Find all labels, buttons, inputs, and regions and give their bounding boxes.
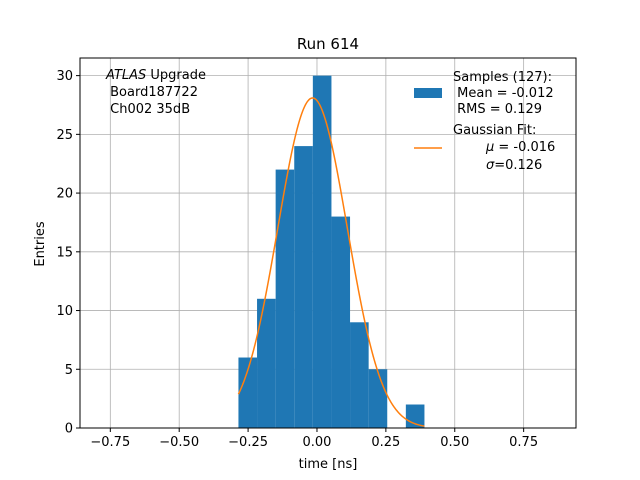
legend-mean-line: Mean = -0.012 — [453, 86, 554, 101]
x-tick-label-3: 0.00 — [303, 435, 332, 450]
board-label: Board187722 — [106, 85, 198, 100]
svg-text:μ = -0.016: μ = -0.016 — [457, 140, 576, 155]
experiment-suffix: Upgrade — [146, 68, 206, 83]
histogram-bar-6 — [350, 322, 369, 428]
x-tick-label-5: 0.50 — [440, 435, 469, 450]
x-tick-label-2: −0.25 — [228, 435, 268, 450]
legend-sigma-value: =0.126 — [494, 158, 542, 173]
y-tick-label-2: 10 — [56, 304, 73, 319]
y-tick-label-4: 20 — [56, 187, 73, 202]
gaussian-fit-curve — [237, 97, 425, 427]
svg-text:σ=0.126: σ=0.126 — [457, 158, 563, 173]
y-tick-label-3: 15 — [56, 245, 73, 260]
y-axis-label: Entries — [33, 221, 48, 267]
histogram-bar-4 — [312, 75, 332, 428]
y-tick-label-5: 25 — [56, 128, 73, 143]
legend-samples-line: Samples (127): — [453, 70, 552, 85]
x-tick-label-6: 0.75 — [509, 435, 538, 450]
svg-text:ATLAS Upgrade: ATLAS Upgrade — [105, 68, 206, 83]
x-axis-ticks: −0.75 −0.50 −0.25 0.00 0.25 0.50 0.75 — [90, 428, 538, 450]
histogram-bar-2 — [275, 169, 295, 429]
legend-rms-line: RMS = 0.129 — [453, 102, 542, 117]
plot-frame — [79, 57, 577, 429]
experiment-name: ATLAS — [105, 68, 146, 83]
legend-mu-symbol: μ — [485, 140, 494, 155]
channel-label: Ch002 35dB — [106, 102, 190, 117]
x-axis-label: time [ns] — [299, 457, 358, 472]
histogram-bar-1 — [257, 298, 276, 428]
legend-histogram-swatch — [414, 88, 442, 98]
legend: Samples (127): Mean = -0.012 RMS = 0.129… — [414, 70, 576, 173]
y-tick-label-0: 0 — [65, 422, 73, 437]
y-tick-label-6: 30 — [56, 69, 73, 84]
x-tick-label-0: −0.75 — [90, 435, 130, 450]
y-tick-label-1: 5 — [65, 363, 73, 378]
legend-sigma-symbol: σ — [486, 158, 495, 173]
x-tick-label-4: 0.25 — [371, 435, 400, 450]
histogram-bar-7 — [368, 369, 388, 428]
legend-mu-value: = -0.016 — [494, 140, 555, 155]
histogram-bar-0 — [238, 357, 258, 428]
chart-title: Run 614 — [297, 35, 359, 53]
legend-fit-title: Gaussian Fit: — [453, 123, 536, 138]
x-tick-label-1: −0.50 — [159, 435, 199, 450]
histogram-bar-5 — [331, 216, 351, 428]
histogram-bar-3 — [294, 146, 313, 428]
histogram-bars — [238, 75, 425, 429]
y-axis-ticks: 0 5 10 15 20 25 30 — [56, 69, 80, 437]
info-annotation: ATLAS Upgrade Board187722 Ch002 35dB — [105, 68, 206, 117]
